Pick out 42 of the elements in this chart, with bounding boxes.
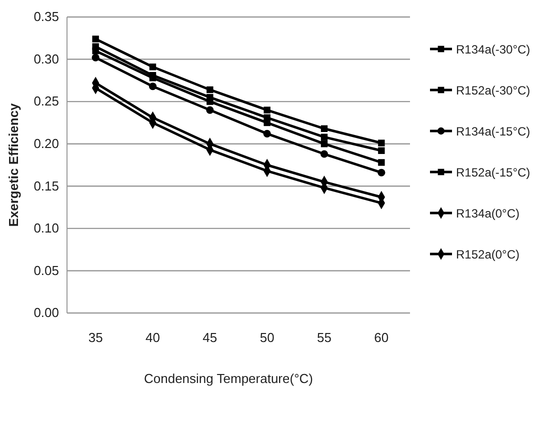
- x-axis-title: Condensing Temperature(°C): [144, 371, 313, 386]
- point: [264, 106, 270, 114]
- point: [320, 134, 328, 140]
- point: [264, 119, 270, 126]
- point: [378, 140, 385, 146]
- y-tick-label: 0.00: [34, 305, 59, 320]
- legend-label: R152a(-30°C): [456, 84, 530, 98]
- y-tick-label: 0.15: [34, 178, 59, 194]
- x-tick-label: 50: [260, 330, 274, 346]
- point: [148, 82, 157, 90]
- point: [378, 168, 386, 176]
- point: [263, 130, 271, 138]
- y-tick-label: 0.20: [34, 136, 59, 152]
- x-tick-label: 40: [146, 330, 160, 346]
- y-tick-label: 0.10: [34, 220, 59, 236]
- point: [320, 140, 328, 148]
- x-tick-label: 55: [317, 330, 332, 346]
- point: [378, 147, 385, 154]
- point: [206, 106, 214, 114]
- point: [92, 54, 100, 62]
- y-tick-label: 0.25: [34, 94, 59, 109]
- x-tick-label: 45: [202, 330, 218, 346]
- legend-label: R134a(-30°C): [456, 42, 530, 56]
- point: [206, 86, 214, 94]
- legend-label: R134a(0°C): [456, 206, 520, 220]
- y-axis-title: Exergetic Efficiency: [6, 102, 21, 227]
- point: [149, 74, 156, 82]
- point: [92, 36, 99, 42]
- legend-label: R134a(-15°C): [456, 124, 530, 138]
- x-tick-label: 60: [374, 330, 389, 346]
- y-tick-label: 0.30: [34, 51, 59, 66]
- y-tick-label: 0.35: [34, 9, 59, 24]
- point: [206, 98, 214, 105]
- point: [320, 125, 328, 132]
- point: [149, 64, 156, 70]
- point: [320, 150, 328, 158]
- point: [378, 159, 385, 166]
- point: [92, 47, 99, 54]
- x-tick-label: 35: [88, 330, 103, 346]
- y-tick-label: 0.05: [34, 262, 59, 278]
- legend-label: R152a(0°C): [456, 248, 520, 262]
- legend-label: R152a(-15°C): [456, 166, 530, 180]
